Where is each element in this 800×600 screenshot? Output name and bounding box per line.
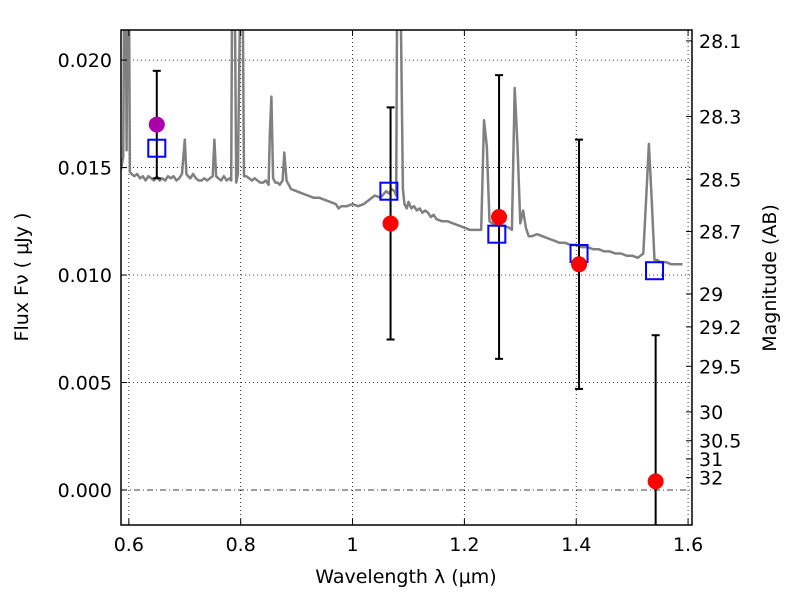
right-tick-label: 28.1 (699, 31, 741, 53)
model-photometry-square (645, 261, 665, 281)
spectrum-line (121, 30, 683, 266)
points-layer (147, 116, 665, 490)
x-axis-label: Wavelength λ (μm) (315, 566, 496, 588)
observed-photometry-point (148, 116, 165, 133)
right-tick-label: 30.5 (699, 431, 741, 453)
y-tick-label: 0.020 (58, 50, 112, 72)
x-axis: 0.6 0.8 1 1.2 1.4 1.6 (114, 30, 703, 556)
right-tick-label: 29.5 (699, 356, 741, 378)
right-tick-label: 28.5 (699, 169, 741, 191)
x-tick-label: 1.6 (673, 534, 703, 556)
right-tick-label: 32 (699, 468, 723, 490)
y-tick-label: 0.010 (58, 265, 112, 287)
y-axis-left: 0.000 0.005 0.010 0.015 0.020 (58, 50, 127, 502)
plot-frame (120, 29, 693, 526)
observed-photometry-point (571, 256, 588, 273)
x-tick-label: 0.8 (226, 534, 256, 556)
observed-photometry-point (491, 208, 508, 225)
observed-photometry-point (647, 473, 664, 490)
y-tick-label: 0.000 (58, 480, 112, 502)
x-tick-label: 1.4 (561, 534, 591, 556)
right-tick-label: 29 (699, 284, 723, 306)
y-tick-label: 0.005 (58, 372, 112, 394)
x-tick-label: 1.2 (449, 534, 479, 556)
observed-photometry-point (382, 215, 399, 232)
right-tick-label: 28.7 (699, 222, 741, 244)
y-axis-label: Flux Fν ( μJy ) (11, 213, 33, 342)
right-tick-label: 30 (699, 402, 723, 424)
right-tick-label: 29.2 (699, 317, 741, 339)
x-tick-label: 1 (346, 534, 358, 556)
spectrum-layer (121, 30, 683, 266)
y-tick-label: 0.015 (58, 158, 112, 180)
right-tick-label: 31 (699, 449, 723, 471)
model-photometry-square (379, 181, 399, 201)
right-tick-label: 28.3 (699, 106, 741, 128)
model-photometry-square (487, 224, 507, 244)
y-axis-right-label: Magnitude (AB) (759, 204, 781, 352)
x-tick-label: 0.6 (114, 534, 144, 556)
grid-lines (121, 30, 692, 525)
model-photometry-square (147, 138, 167, 158)
